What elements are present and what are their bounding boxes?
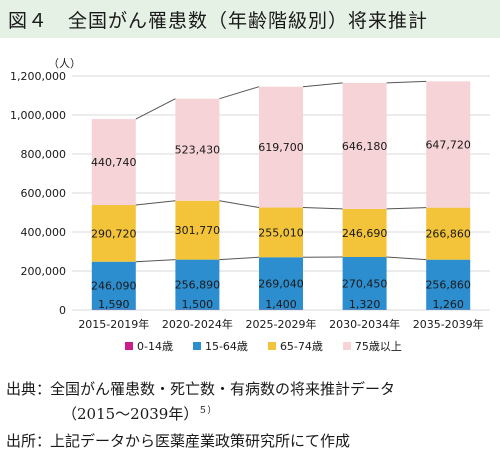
y-tick-label: 600,000 [21,187,67,200]
series-connector [135,98,176,120]
bar-segment-65-74歳 [342,208,387,258]
data-label: 1,590 [98,298,130,311]
data-label: 256,890 [175,279,221,292]
data-label: 246,090 [91,280,137,293]
series-connector [135,200,176,206]
bar-segment-75歳以上 [342,82,387,209]
series-connector [386,207,427,210]
series-connector [135,259,176,263]
legend-label: 75歳以上 [354,340,402,353]
bar-segment-15-64歳 [175,259,220,310]
y-tick-label: 800,000 [21,148,67,161]
bar-segment-75歳以上 [91,119,136,206]
data-label: 269,040 [258,277,304,290]
data-label: 1,260 [432,298,464,311]
source-label: 出典 [6,380,37,398]
x-tick-label: 2020-2024年 [162,317,233,331]
data-label: 646,180 [342,140,388,153]
bar-segment-75歳以上 [259,86,303,208]
series-connector [386,80,427,84]
legend-item: 75歳以上 [342,338,402,354]
series-connector [219,256,260,261]
data-label: 246,690 [342,227,388,240]
chart-legend: 0-14歳 15-64歳 65-74歳 75歳以上 [125,338,402,354]
bar-segment-15-64歳 [426,259,471,310]
legend-swatch [267,342,276,350]
bar-segment-75歳以上 [175,98,220,201]
credit-label: 出所 [6,432,37,450]
bar-segment-15-64歳 [342,257,387,310]
y-tick-label: 0 [59,304,66,317]
source-years: （2015～2039年） [62,405,199,423]
bar-segment-15-64歳 [259,257,303,310]
x-tick-label: 2025-2029年 [246,317,317,331]
source-text: 全国がん罹患数・死亡数・有病数の将来推計データ [50,380,396,398]
series-connector [219,200,260,209]
data-label: 647,720 [425,138,471,151]
series-connector [302,82,343,88]
credit-separator: ： [36,432,52,450]
data-label: 266,860 [425,228,471,241]
source-line-1: 出典：全国がん罹患数・死亡数・有病数の将来推計データ [6,378,395,399]
legend-item: 65-74歳 [267,338,323,354]
legend-swatch [342,342,351,350]
y-axis-unit: （人） [48,57,81,70]
source-separator: ： [36,380,52,398]
source-line-2: （2015～2039年）５） [62,403,216,424]
y-tick-label: 200,000 [21,265,67,278]
data-label: 290,720 [91,227,137,240]
x-tick-label: 2030-2034年 [329,317,400,331]
data-label: 619,700 [258,141,304,154]
legend-label: 0-14歳 [137,340,173,353]
data-label: 301,770 [175,224,221,237]
legend-swatch [192,342,201,350]
data-label: 256,860 [425,279,471,292]
legend-label: 15-64歳 [204,340,248,353]
data-label: 270,450 [342,277,388,290]
data-label: 1,500 [182,298,214,311]
series-connector [302,207,343,210]
bar-segment-65-74歳 [175,200,220,260]
stacked-bar-chart: （人） 0 200,000 400,000 600,000 800,000 1,000,00… [10,57,490,331]
bar-segment-65-74歳 [259,207,303,258]
credit-text: 上記データから医薬産業政策研究所にて作成 [50,432,351,450]
bar-segment-65-74歳 [426,207,471,260]
y-tick-label: 400,000 [21,226,67,239]
series-connector [386,256,427,261]
legend-swatch [125,342,133,350]
source-reference: ５） [198,406,217,416]
y-tick-label: 1,200,000 [10,70,66,83]
x-tick-label: 2035-2039年 [413,317,484,331]
bar-segment-65-74歳 [91,205,136,262]
legend-label: 65-74歳 [279,340,323,353]
series-connector [219,86,260,100]
legend-item: 0-14歳 [125,338,173,354]
y-tick-label: 1,000,000 [10,109,66,122]
bar-segment-15-64歳 [91,261,136,310]
data-label: 1,400 [265,298,297,311]
legend-item: 15-64歳 [192,338,248,354]
data-label: 255,010 [258,226,304,239]
source-line-3: 出所：上記データから医薬産業政策研究所にて作成 [6,430,350,451]
chart-title: 図４ 全国がん罹患数（年齢階級別）将来推計 [8,10,429,32]
bar-segment-75歳以上 [426,81,471,208]
x-tick-label: 2015-2019年 [78,317,149,331]
data-label: 523,430 [175,144,221,157]
data-label: 440,740 [91,156,137,169]
title-bar: 図４ 全国がん罹患数（年齢階級別）将来推計 [0,0,500,38]
data-label: 1,320 [349,298,381,311]
